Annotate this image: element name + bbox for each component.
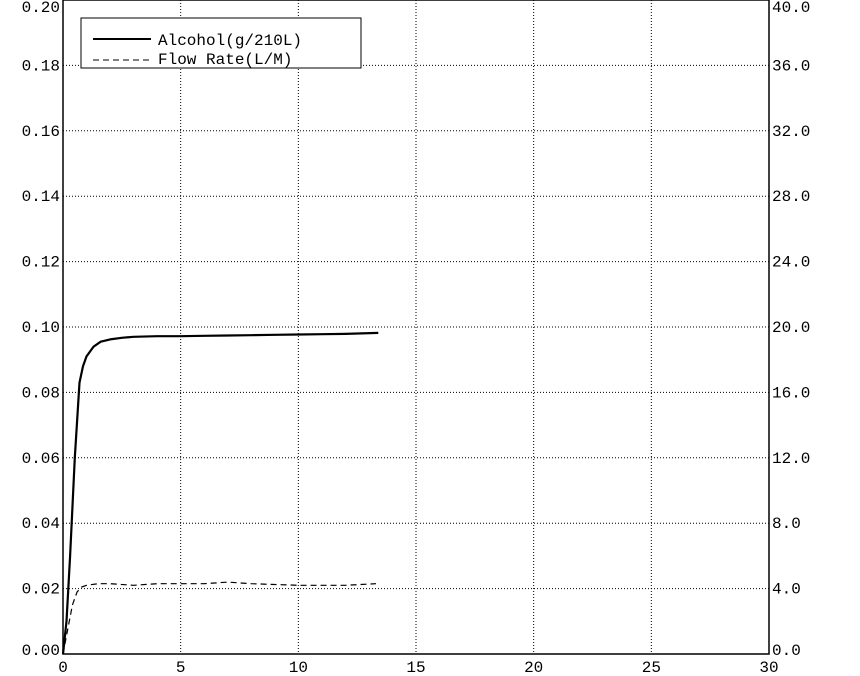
- y-right-tick-label: 16.0: [772, 384, 810, 402]
- y-right-tick-label: 40.0: [772, 0, 810, 17]
- x-tick-labels: 0 5 10 15 20 25 30: [58, 659, 778, 676]
- y-left-tick-label: 0.16: [22, 123, 60, 141]
- y-left-tick-label: 0.02: [22, 581, 60, 599]
- legend-label-flow-rate: Flow Rate(L/M): [158, 51, 292, 69]
- y-right-tick-label: 28.0: [772, 188, 810, 206]
- y-left-tick-label: 0.20: [22, 0, 60, 17]
- y-left-tick-labels: 0.00 0.02 0.04 0.06 0.08 0.10 0.12 0.14 0.16 0.18…: [22, 0, 60, 660]
- y-right-tick-label: 4.0: [772, 581, 801, 599]
- plot-frame: [62, 0, 770, 655]
- x-tick-label: 15: [406, 659, 425, 676]
- x-tick-label: 20: [524, 659, 543, 676]
- y-left-tick-label: 0.08: [22, 384, 60, 402]
- y-right-tick-label: 12.0: [772, 450, 810, 468]
- y-left-tick-label: 0.04: [22, 515, 60, 533]
- y-left-tick-label: 0.00: [22, 642, 60, 660]
- y-left-tick-label: 0.06: [22, 450, 60, 468]
- x-tick-label: 0: [58, 659, 68, 676]
- y-left-tick-label: 0.10: [22, 319, 60, 337]
- x-tick-label: 10: [289, 659, 308, 676]
- y-right-tick-label: 36.0: [772, 57, 810, 75]
- grid: [63, 0, 769, 654]
- y-left-tick-label: 0.18: [22, 57, 60, 75]
- y-right-tick-label: 20.0: [772, 319, 810, 337]
- x-tick-label: 5: [176, 659, 186, 676]
- x-tick-label: 30: [759, 659, 778, 676]
- series-line-flow-rate: [62, 581, 377, 655]
- y-right-tick-labels: 0.0 4.0 8.0 12.0 16.0 20.0 24.0 28.0 32.0 36.0 40.…: [772, 0, 810, 660]
- y-right-tick-label: 8.0: [772, 515, 801, 533]
- series-group: [61, 331, 379, 655]
- y-left-tick-label: 0.12: [22, 254, 60, 272]
- legend-label-alcohol: Alcohol(g/210L): [158, 32, 302, 50]
- y-right-tick-label: 32.0: [772, 123, 810, 141]
- series-line-alcohol: [61, 331, 379, 655]
- x-tick-label: 25: [642, 659, 661, 676]
- y-left-tick-label: 0.14: [22, 188, 60, 206]
- legend: Alcohol(g/210L) Flow Rate(L/M): [80, 17, 362, 69]
- y-right-tick-label: 0.0: [772, 642, 801, 660]
- y-right-tick-label: 24.0: [772, 254, 810, 272]
